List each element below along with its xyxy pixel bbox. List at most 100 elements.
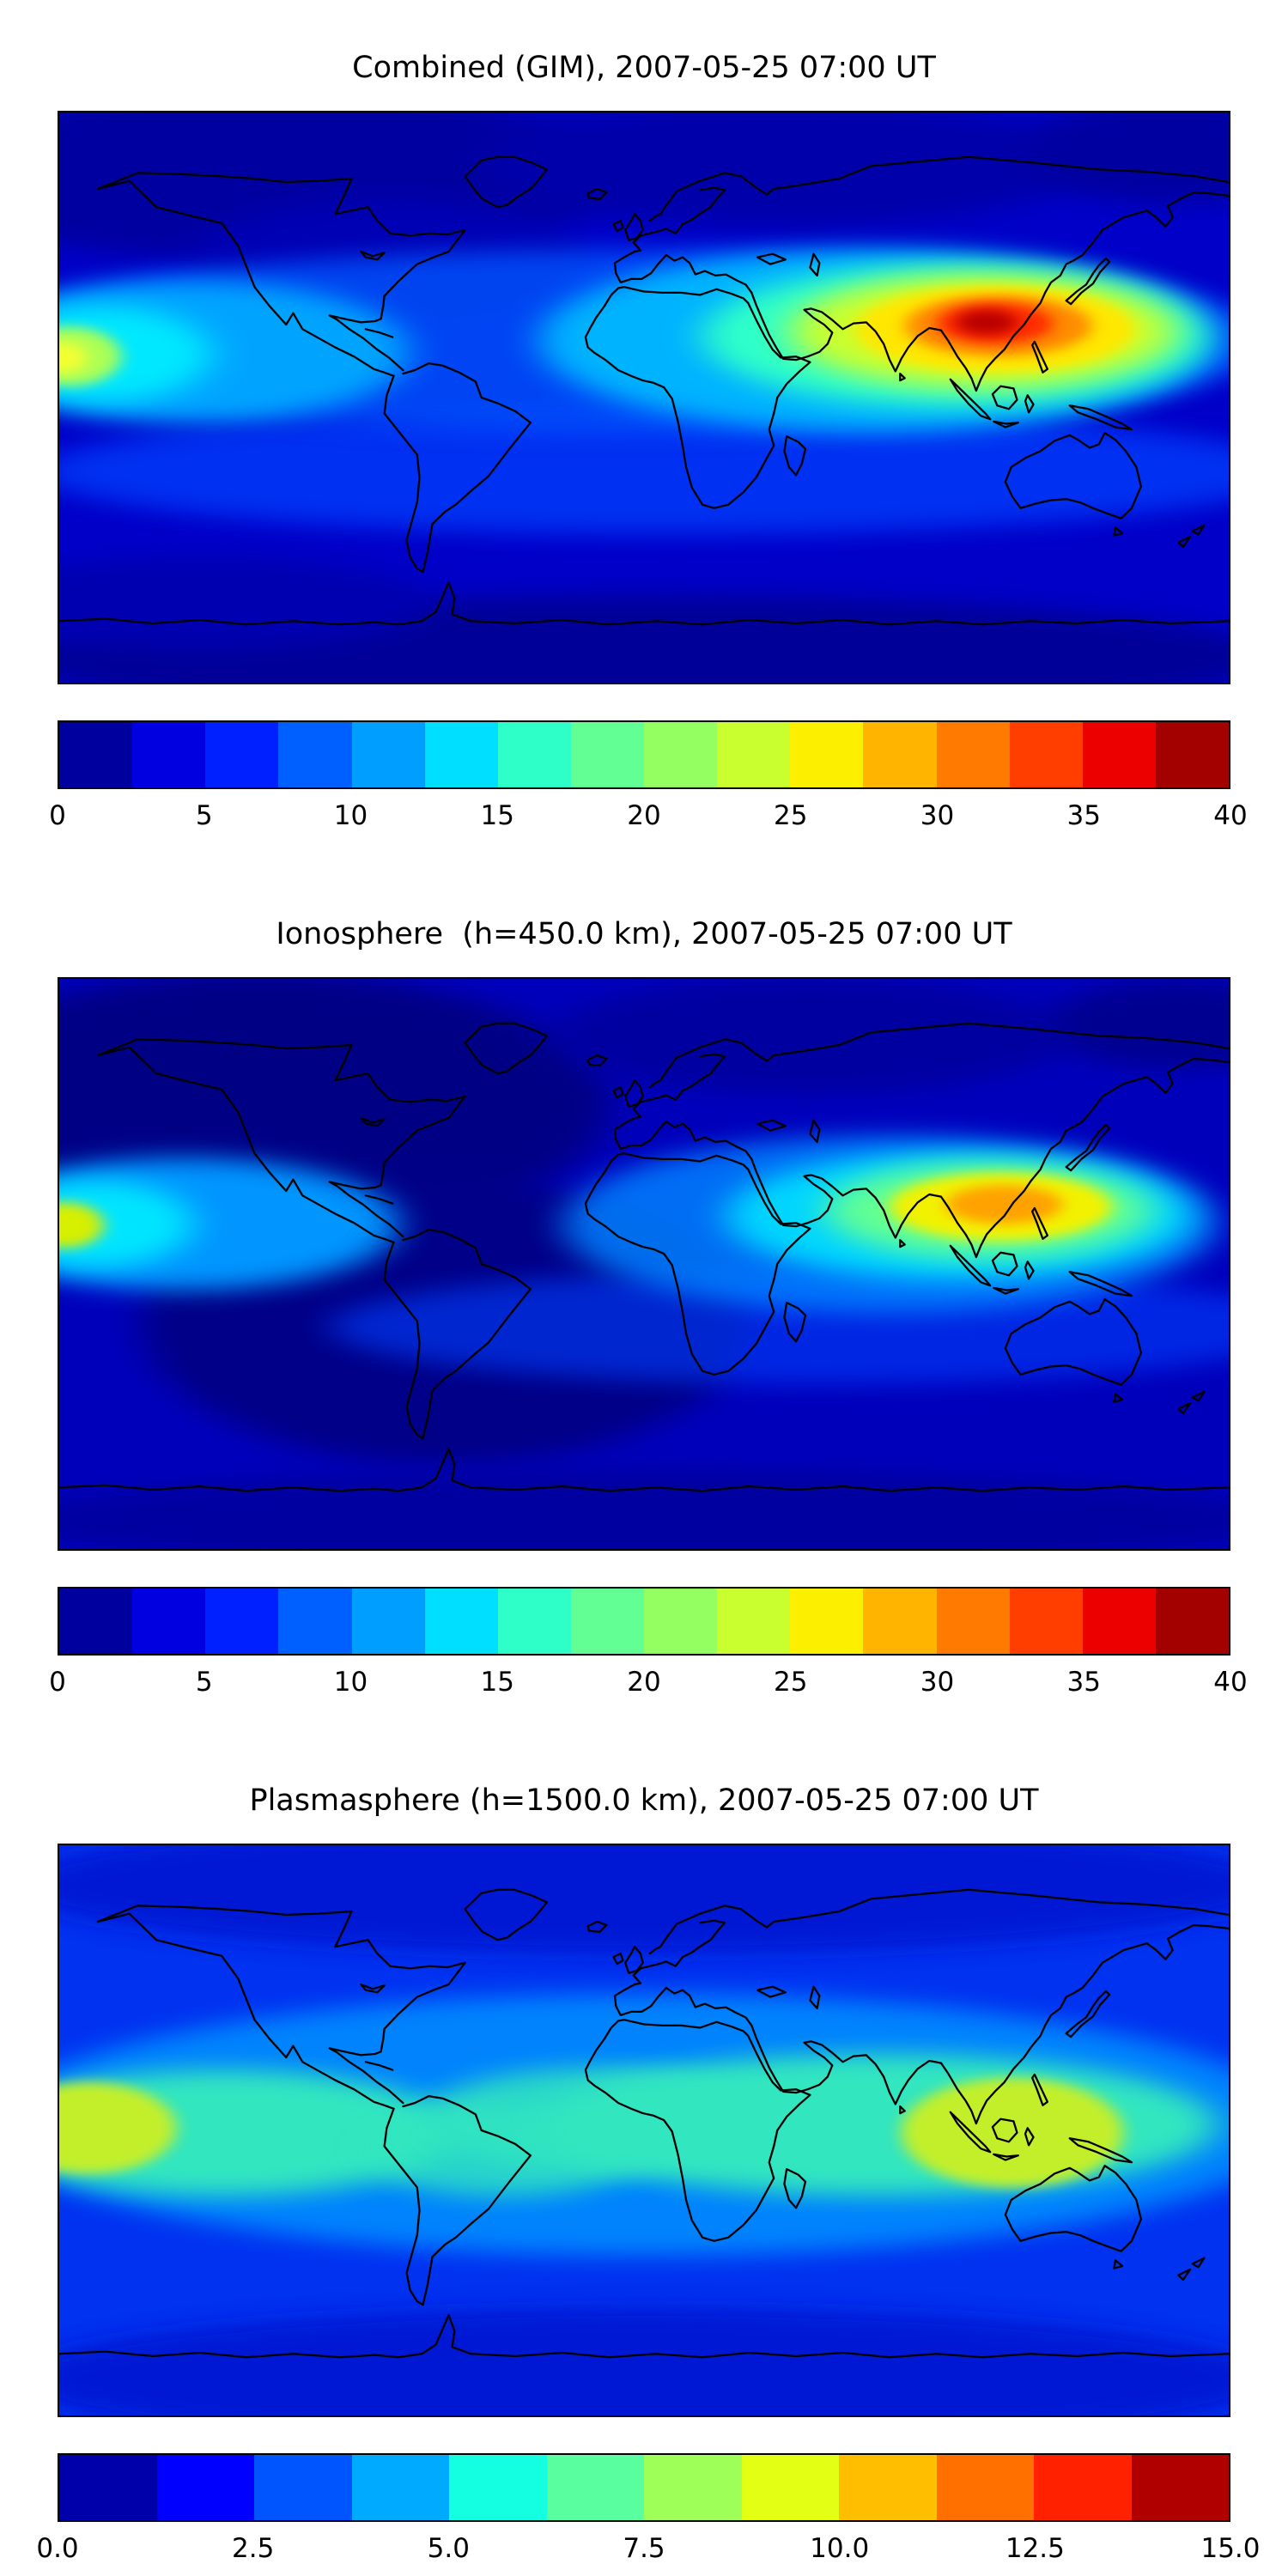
panel-ionosphere: Ionosphere (h=450.0 km), 2007-05-25 07:0… xyxy=(49,834,1248,1700)
colorbar-tick-label: 5 xyxy=(195,1667,213,1698)
colorbar-tick-label: 10.0 xyxy=(810,2533,870,2564)
colorbar-segment xyxy=(278,1589,352,1654)
contour-feature xyxy=(59,1181,194,1267)
contour-feature xyxy=(945,1185,1063,1224)
colorbar-tick-label: 20 xyxy=(627,1667,661,1698)
colorbar-segment xyxy=(156,2455,254,2520)
colorbar-tick-label: 35 xyxy=(1066,800,1101,831)
panel-plasmasphere: Plasmasphere (h=1500.0 km), 2007-05-25 0… xyxy=(36,1700,1260,2567)
colorbar-ticks-ionosphere: 0 5 10 15 20 25 30 35 40 xyxy=(49,1667,1248,1700)
colorbar-segment xyxy=(351,2455,449,2520)
colorbar-segment xyxy=(936,2455,1034,2520)
colorbar-plasmasphere xyxy=(58,2453,1230,2522)
colorbar-segment xyxy=(790,1589,864,1654)
tec-contour-field xyxy=(59,112,1229,683)
panel-title-ionosphere: Ionosphere (h=450.0 km), 2007-05-25 07:0… xyxy=(276,917,1012,951)
colorbar-tick-label: 7.5 xyxy=(623,2533,665,2564)
contour-feature xyxy=(59,556,434,649)
colorbar-segment xyxy=(644,2455,742,2520)
colorbar-segment xyxy=(497,722,571,787)
colorbar-tick-label: 0.0 xyxy=(36,2533,79,2564)
world-map-plasmasphere xyxy=(58,1844,1230,2417)
colorbar-segment xyxy=(278,722,352,787)
colorbar-segment xyxy=(863,1589,937,1654)
colorbar-segment xyxy=(790,722,864,787)
colorbar-tick-label: 30 xyxy=(920,800,955,831)
colorbar-segment xyxy=(424,1589,498,1654)
colorbar-segment xyxy=(424,722,498,787)
colorbar-tick-label: 5 xyxy=(195,800,213,831)
colorbar-tick-label: 5.0 xyxy=(427,2533,470,2564)
colorbar-segment xyxy=(1034,2455,1132,2520)
colorbar-tick-label: 12.5 xyxy=(1005,2533,1065,2564)
colorbar-tick-label: 15 xyxy=(480,1667,514,1698)
colorbar-combined xyxy=(58,720,1230,789)
colorbar-segment xyxy=(59,722,133,787)
colorbar-tick-label: 0 xyxy=(49,800,66,831)
colorbar-ticks-plasmasphere: 0.0 2.5 5.0 7.5 10.0 12.5 15.0 xyxy=(36,2533,1260,2567)
contour-feature xyxy=(901,2077,1124,2188)
contour-feature xyxy=(1047,981,1229,1068)
colorbar-ticks-combined: 0 5 10 15 20 25 30 35 40 xyxy=(49,800,1248,834)
colorbar-segment xyxy=(717,1589,791,1654)
colorbar-segment xyxy=(1131,2455,1229,2520)
colorbar-tick-label: 0 xyxy=(49,1667,66,1698)
contour-feature xyxy=(59,2308,1229,2415)
colorbar-tick-label: 15.0 xyxy=(1200,2533,1261,2564)
colorbar-tick-label: 10 xyxy=(333,1667,368,1698)
colorbar-segment xyxy=(497,1589,571,1654)
colorbar-segment xyxy=(254,2455,352,2520)
colorbar-segment xyxy=(351,722,425,787)
colorbar-segment xyxy=(570,722,644,787)
colorbar-segment xyxy=(205,722,279,787)
colorbar-segment xyxy=(1082,722,1156,787)
colorbar-segment xyxy=(741,2455,839,2520)
panel-combined: Combined (GIM), 2007-05-25 07:00 UT 0 5 10… xyxy=(49,0,1248,834)
colorbar-tick-label: 40 xyxy=(1213,1667,1248,1698)
contour-feature xyxy=(59,2082,177,2174)
colorbar-tick-label: 10 xyxy=(333,800,368,831)
colorbar-segment xyxy=(59,1589,133,1654)
panel-title-combined: Combined (GIM), 2007-05-25 07:00 UT xyxy=(352,51,936,85)
colorbar-segment xyxy=(132,722,206,787)
contour-feature xyxy=(956,309,1018,335)
colorbar-segment xyxy=(1155,722,1229,787)
contour-feature xyxy=(1018,112,1229,204)
colorbar-segment xyxy=(59,2455,157,2520)
world-map-ionosphere xyxy=(58,977,1230,1551)
panel-title-plasmasphere: Plasmasphere (h=1500.0 km), 2007-05-25 0… xyxy=(249,1783,1039,1818)
colorbar-tick-label: 20 xyxy=(627,800,661,831)
colorbar-segment xyxy=(132,1589,206,1654)
colorbar-tick-label: 25 xyxy=(774,1667,808,1698)
colorbar-segment xyxy=(449,2455,547,2520)
contour-feature xyxy=(480,112,1089,227)
colorbar-tick-label: 35 xyxy=(1066,1667,1101,1698)
contour-feature xyxy=(59,1845,1229,1954)
colorbar-segment xyxy=(1155,1589,1229,1654)
world-map-combined xyxy=(58,111,1230,684)
colorbar-segment xyxy=(1009,722,1083,787)
colorbar-segment xyxy=(936,722,1010,787)
colorbar-segment xyxy=(839,2455,937,2520)
colorbar-ionosphere xyxy=(58,1587,1230,1656)
colorbar-segment xyxy=(351,1589,425,1654)
contour-feature xyxy=(550,979,1066,1093)
colorbar-tick-label: 40 xyxy=(1213,800,1248,831)
colorbar-segment xyxy=(205,1589,279,1654)
colorbar-tick-label: 25 xyxy=(774,800,808,831)
colorbar-tick-label: 2.5 xyxy=(232,2533,275,2564)
colorbar-segment xyxy=(936,1589,1010,1654)
colorbar-segment xyxy=(570,1589,644,1654)
colorbar-tick-label: 30 xyxy=(920,1667,955,1698)
colorbar-segment xyxy=(546,2455,644,2520)
contour-feature xyxy=(59,341,88,374)
contour-feature xyxy=(59,1202,104,1249)
colorbar-segment xyxy=(1082,1589,1156,1654)
colorbar-tick-label: 15 xyxy=(480,800,514,831)
colorbar-segment xyxy=(717,722,791,787)
colorbar-segment xyxy=(644,722,718,787)
colorbar-segment xyxy=(1009,1589,1083,1654)
colorbar-segment xyxy=(863,722,937,787)
contour-feature xyxy=(59,409,1229,535)
colorbar-segment xyxy=(644,1589,718,1654)
